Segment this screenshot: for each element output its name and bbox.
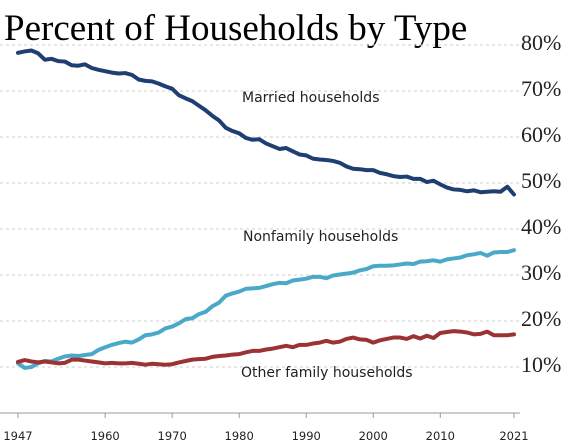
y-tick-label: 80%	[521, 30, 561, 55]
x-tick-label: 1990	[292, 429, 321, 443]
y-tick-label: 50%	[521, 168, 561, 193]
chart-title: Percent of Households by Type	[4, 8, 467, 49]
x-tick-label: 1960	[90, 429, 119, 443]
x-tick-label: 1980	[225, 429, 254, 443]
series-label: Nonfamily households	[243, 229, 398, 245]
y-tick-label: 30%	[521, 260, 561, 285]
y-tick-label: 10%	[521, 352, 561, 377]
x-tick-label: 2010	[426, 429, 455, 443]
series-line	[16, 329, 516, 367]
x-tick-label: 2000	[359, 429, 388, 443]
y-tick-label: 20%	[521, 306, 561, 331]
x-tick-label: 1970	[158, 429, 187, 443]
x-tick-label: 2021	[499, 429, 528, 443]
y-tick-label: 60%	[521, 122, 561, 147]
series-label: Other family households	[241, 365, 413, 381]
y-tick-label: 70%	[521, 76, 561, 101]
y-tick-label: 40%	[521, 214, 561, 239]
x-tick-label: 1947	[3, 429, 32, 443]
series-line	[16, 48, 516, 197]
series-line	[16, 248, 516, 370]
series-label: Married households	[242, 90, 380, 106]
